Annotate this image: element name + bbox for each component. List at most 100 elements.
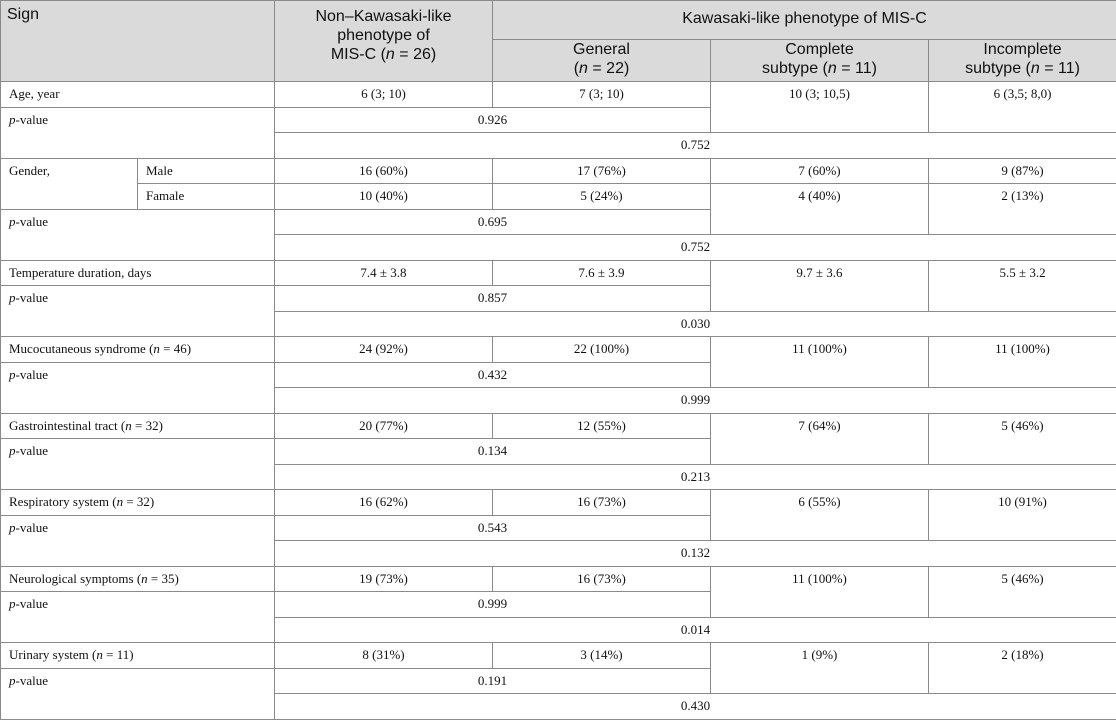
cell-non-kawasaki: 24 (92%) [274,336,493,363]
cell-general: 17 (76%) [492,157,711,185]
cell-general: 16 (73%) [492,565,711,593]
table-row: Mucocutaneous syndrome (n = 46) 24 (92%)… [0,336,1116,389]
row-label: Temperature duration, days [0,259,275,287]
cell-incomplete: 11 (100%) [927,336,1116,389]
table-header: Sign Non–Kawasaki-like phenotype of MIS-C … [0,0,1116,82]
table-row: p-value 0.999 [0,591,1116,644]
cell-non-kawasaki: 19 (73%) [274,565,493,593]
table-row: Neurological symptoms (n = 35) 19 (73%) … [0,565,1116,618]
row-label: Neurological symptoms (n = 35) [0,565,275,593]
cell-complete: 1 (9%) [710,642,929,695]
cell-non-kawasaki: 7.4 ± 3.8 [274,259,493,287]
p-value-cell: 0.999 [273,387,1116,414]
table-row: p-value 0.432 [0,361,1116,414]
table-row: Gastrointestinal tract (n = 32) 20 (77%)… [0,412,1116,465]
row-label: Gastrointestinal tract (n = 32) [0,412,275,440]
cell-complete: 6 (55%) [710,489,929,542]
cell-incomplete: 9 (87%) [927,157,1116,185]
cell-general: 22 (100%) [492,336,711,363]
table-row: Famale 10 (40%) 5 (24%) 4 (40%) 2 (13%) [1,183,1116,236]
p-value-cell: 0.752 [273,234,1116,261]
cell-complete: 11 (100%) [710,336,929,389]
row-sublabel: Male [137,157,275,185]
p-value-label: p-value [0,514,275,567]
p-value-label: p-value [0,591,275,644]
table-row: p-value 0.543 [0,514,1116,567]
p-value-cell: 0.695 [274,208,711,236]
table-row: 0.752 [1,234,1116,261]
table-row: Gender, Male 16 (60%) 17 (76%) 7 (60%) 9… [0,157,1116,210]
row-label: Gender, [0,157,138,210]
table-row: p-value 0.191 [0,667,1116,720]
header-non-kawasaki: Non–Kawasaki-like phenotype of MIS-C (n = … [274,0,493,82]
header-kawasaki-group: Kawasaki-like phenotype of MIS-C [491,0,1116,40]
cell-non-kawasaki: 16 (60%) [274,157,493,185]
p-value-cell: 0.132 [273,540,1116,567]
table-row: p-value 0.926 [0,106,1116,159]
cell-incomplete: 5 (46%) [927,412,1116,465]
p-value-cell: 0.191 [274,667,711,695]
cell-incomplete: 6 (3,5; 8,0) [927,80,1116,134]
header-general: General (n = 22) [492,39,711,82]
cell-general: 12 (55%) [492,412,711,440]
row-label: Respiratory system (n = 32) [0,489,275,516]
p-value-cell: 0.213 [273,463,1116,491]
cell-non-kawasaki: 10 (40%) [274,183,493,210]
p-value-cell: 0.432 [274,361,711,389]
p-value-cell: 0.857 [274,285,711,312]
row-label: Age, year [0,81,275,108]
header-complete-subtype: Complete subtype (n = 11) [710,39,929,82]
cell-non-kawasaki: 6 (3; 10) [274,81,493,108]
p-value-cell: 0.134 [274,438,711,465]
table-body: Age, year 6 (3; 10) 7 (3; 10) 10 (3; 10,… [0,80,1116,720]
table-row: Temperature duration, days 7.4 ± 3.8 7.6… [0,259,1116,312]
p-value-cell: 0.999 [274,591,711,618]
cell-complete: 4 (40%) [710,183,929,236]
cell-complete: 7 (64%) [710,412,929,465]
row-label: Mucocutaneous syndrome (n = 46) [0,336,275,363]
cell-complete: 11 (100%) [710,565,929,618]
header-sign: Sign [0,0,275,82]
p-value-cell: 0.014 [273,616,1116,644]
cell-incomplete: 2 (18%) [927,642,1116,695]
cell-non-kawasaki: 20 (77%) [274,412,493,440]
cell-general: 7.6 ± 3.9 [492,259,711,287]
p-value-cell: 0.926 [274,106,711,134]
p-value-cell: 0.430 [273,693,1116,720]
p-value-cell: 0.752 [273,132,1116,159]
table-row: p-value 0.857 [0,285,1116,338]
table-row: 0.030 [1,310,1116,338]
table-row: Respiratory system (n = 32) 16 (62%) 16 … [0,489,1116,542]
cell-non-kawasaki: 16 (62%) [274,489,493,516]
p-value-label: p-value [0,667,275,720]
cell-complete: 9.7 ± 3.6 [710,259,929,312]
cell-incomplete: 10 (91%) [927,489,1116,542]
cell-incomplete: 2 (13%) [927,183,1116,236]
cell-non-kawasaki: 8 (31%) [274,642,493,669]
row-sublabel: Famale [137,183,275,210]
table-row: p-value 0.134 [0,438,1116,491]
cell-complete: 10 (3; 10,5) [710,80,929,134]
p-value-label: p-value [0,361,275,414]
cell-general: 5 (24%) [492,183,711,210]
table-row: 0.132 [1,540,1116,567]
table-row: p-value 0.695 [0,208,1116,261]
p-value-cell: 0.543 [274,514,711,542]
cell-general: 7 (3; 10) [492,81,711,108]
p-value-label: p-value [0,285,275,338]
p-value-label: p-value [0,208,275,261]
table-row: Age, year 6 (3; 10) 7 (3; 10) 10 (3; 10,… [0,80,1116,134]
table-row: 0.430 [1,693,1116,720]
cell-general: 3 (14%) [492,642,711,669]
table-row: Urinary system (n = 11) 8 (31%) 3 (14%) … [0,642,1116,695]
header-incomplete-subtype: Incomplete subtype (n = 11) [927,39,1116,82]
row-label: Urinary system (n = 11) [0,642,275,669]
cell-complete: 7 (60%) [710,157,929,185]
cell-incomplete: 5.5 ± 3.2 [927,259,1116,312]
cell-general: 16 (73%) [492,489,711,516]
p-value-label: p-value [0,106,275,159]
cell-incomplete: 5 (46%) [927,565,1116,618]
p-value-label: p-value [0,438,275,491]
p-value-cell: 0.030 [273,310,1116,338]
